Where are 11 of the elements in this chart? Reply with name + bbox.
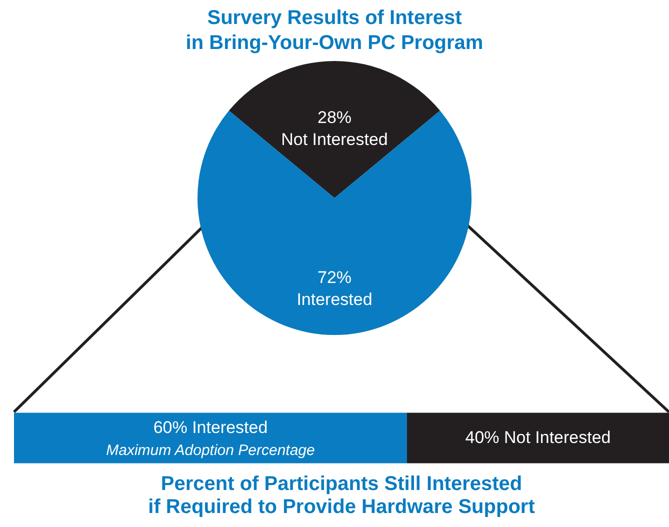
data-label: 60% Interested: [153, 418, 268, 437]
slice-label: Interested: [296, 290, 372, 309]
data-label: 40% Not Interested: [465, 428, 611, 447]
annotation: Maximum Adoption Percentage: [106, 442, 315, 459]
pie-slice: [198, 110, 472, 335]
chart-title: Survery Results of Interest in Bring-Your-Own PC Program: [186, 7, 484, 54]
data-label: 28%: [317, 108, 352, 127]
data-label: 72%: [317, 268, 352, 287]
pie-slice: [228, 61, 440, 198]
slice-label: Not Interested: [281, 130, 388, 149]
text: Percent of Participants Still Interested if Required to Provide Hardware Support: [148, 473, 536, 518]
